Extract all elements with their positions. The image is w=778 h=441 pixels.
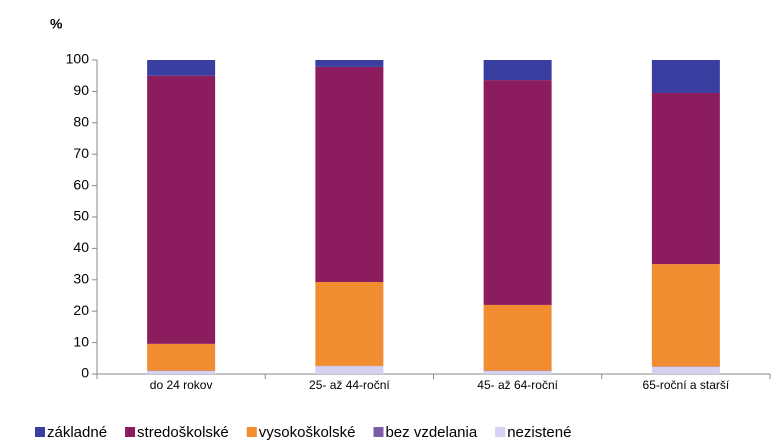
legend-swatch (373, 427, 384, 437)
legend-swatch (35, 427, 45, 437)
bar-segment (483, 370, 552, 374)
bar-segment (315, 281, 384, 366)
bar-segment (147, 60, 216, 76)
x-tick-label: 25- až 44-roční (309, 378, 390, 392)
y-tick-label: 10 (73, 333, 89, 349)
bar-segment (651, 60, 720, 93)
bar-segment (483, 80, 552, 305)
bar-segment (651, 366, 720, 374)
legend-swatch (246, 427, 257, 437)
y-tick-label: 60 (73, 176, 89, 192)
y-tick-label: 30 (73, 271, 89, 287)
bar-segment (651, 92, 720, 265)
bar-segment (315, 60, 384, 67)
bar-segment (315, 366, 384, 374)
y-axis-label: % (50, 16, 63, 32)
legend-swatch (495, 427, 506, 437)
bar-segment (315, 66, 384, 282)
bar-segment (483, 304, 552, 371)
y-tick-label: 20 (73, 302, 89, 318)
legend-label: základné (47, 424, 107, 441)
x-tick-label: do 24 rokov (150, 378, 213, 392)
y-tick-label: 70 (73, 145, 89, 161)
y-tick-label: 90 (73, 82, 89, 98)
bar-segment (147, 75, 216, 344)
legend-label: vysokoškolské (259, 424, 356, 441)
bar-segment (147, 343, 216, 371)
legend-label: bez vzdelania (385, 424, 477, 441)
legend-label: nezistené (507, 424, 571, 441)
legend-label: stredoškolské (137, 424, 229, 441)
y-tick-label: 0 (81, 365, 89, 381)
x-tick-label: 45- až 64-roční (477, 378, 558, 392)
bar-segment (147, 370, 216, 374)
x-tick-label: 65-roční a starší (643, 378, 730, 392)
y-tick-label: 100 (66, 51, 90, 67)
bar-segment (483, 60, 552, 81)
y-tick-label: 40 (73, 239, 89, 255)
y-tick-label: 80 (73, 114, 89, 130)
bar-segment (651, 264, 720, 367)
legend-swatch (125, 427, 136, 437)
y-tick-label: 50 (73, 208, 89, 224)
